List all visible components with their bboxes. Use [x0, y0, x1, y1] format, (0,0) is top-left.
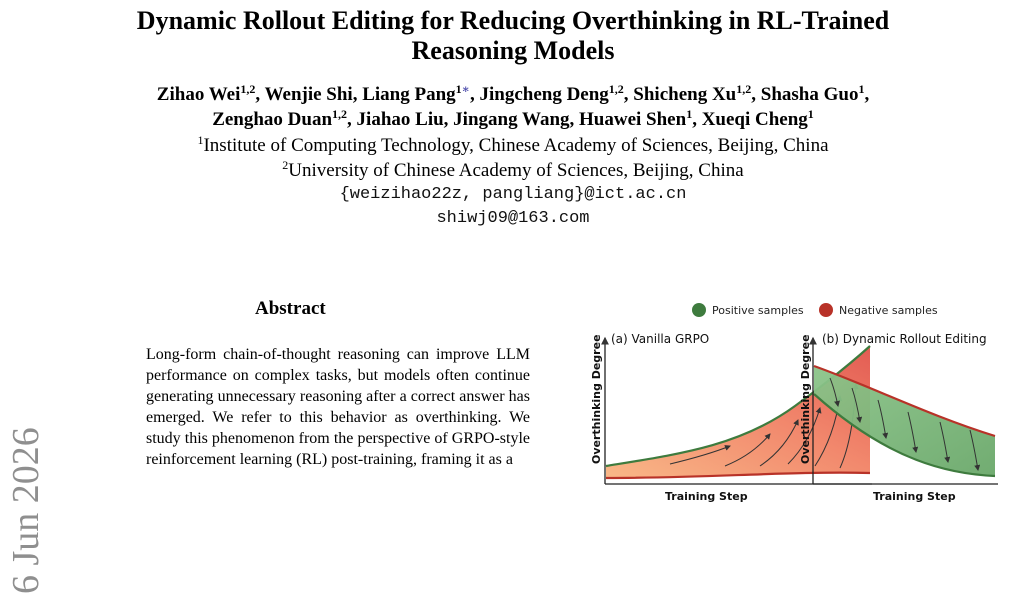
author-affiliation-marker: 1,2: [608, 82, 624, 96]
author-list-line2: Zenghao Duan1,2, Jiahao Liu, Jingang Wan…: [0, 108, 1026, 132]
author-name: Wenjie Shi: [264, 84, 353, 105]
panel-a-y-label: Overthinking Degree: [590, 334, 603, 464]
author-name: Jingang Wang: [453, 109, 570, 130]
panel-a-negative-curve: [605, 471, 871, 480]
affiliation-2: 2University of Chinese Academy of Scienc…: [0, 159, 1026, 183]
author-affiliation-marker: 1: [686, 107, 693, 121]
author-affiliation-marker: 1: [455, 82, 462, 96]
panel-b-positive-curve: [813, 393, 996, 478]
author-name: Jiahao Liu: [356, 109, 444, 130]
author-affiliation-marker: 1,2: [736, 82, 752, 96]
author-affiliation-marker: 1,2: [332, 107, 348, 121]
author-affiliation-marker: 1: [858, 82, 865, 96]
author-name: Zihao Wei: [156, 84, 241, 105]
author-separator: ,: [623, 84, 634, 105]
affiliation-2-text: University of Chinese Academy of Science…: [288, 160, 744, 181]
panel-a: (a) Vanilla GRPO Overthinking Degree Tra…: [590, 332, 872, 503]
author-separator: ,: [469, 84, 480, 105]
panel-b-fill: [814, 366, 995, 476]
author-name: Xueqi Cheng: [701, 109, 808, 130]
author-name: Jingcheng Deng: [479, 84, 609, 105]
author-separator: ,: [347, 109, 357, 130]
author-name: Shasha Guo: [760, 84, 859, 105]
email-line-2: shiwj09@163.com: [436, 209, 590, 228]
author-separator: ,: [864, 84, 870, 105]
legend-negative-swatch: [819, 303, 833, 317]
author-name: Liang Pang: [362, 84, 456, 105]
panel-a-fill: [606, 346, 870, 478]
author-name: Shicheng Xu: [633, 84, 737, 105]
author-separator: ,: [569, 109, 580, 130]
author-affiliation-marker: 1: [807, 107, 814, 121]
panel-b-title: (b) Dynamic Rollout Editing: [822, 332, 987, 346]
author-separator: ,: [255, 84, 265, 105]
legend-positive-swatch: [692, 303, 706, 317]
panel-a-title: (a) Vanilla GRPO: [611, 332, 709, 346]
abstract-text: Long-form chain-of-thought reasoning can…: [146, 346, 530, 468]
affiliation-1: 1Institute of Computing Technology, Chin…: [0, 134, 1026, 158]
panel-a-x-label: Training Step: [665, 490, 748, 503]
author-name: Zenghao Duan: [212, 109, 333, 130]
paper-title-line2: Reasoning Models: [411, 36, 615, 65]
panel-b-x-label: Training Step: [873, 490, 956, 503]
legend-positive-label: Positive samples: [712, 304, 804, 317]
author-separator: ,: [352, 84, 363, 105]
author-affiliation-marker: 1,2: [240, 82, 256, 96]
affiliation-2-marker: 2: [282, 158, 289, 172]
author-list-line1: Zihao Wei1,2, Wenjie Shi, Liang Pang1∗, …: [0, 83, 1026, 107]
email-line-1: {weizihao22z, pangliang}@ict.ac.cn: [339, 185, 687, 204]
abstract-heading: Abstract: [255, 298, 326, 319]
panel-b-y-label: Overthinking Degree: [799, 334, 812, 464]
overthinking-figure: Positive samples Negative samples (a) Va…: [590, 296, 1002, 519]
figure-svg: Positive samples Negative samples (a) Va…: [590, 303, 998, 503]
panel-b: (b) Dynamic Rollout Editing Overthinking…: [799, 332, 998, 503]
affiliation-1-text: Institute of Computing Technology, Chine…: [203, 135, 829, 156]
author-separator: ,: [443, 109, 454, 130]
panel-b-negative-curve: [813, 364, 996, 438]
legend-negative-label: Negative samples: [839, 304, 938, 317]
author-name: Huawei Shen: [579, 109, 687, 130]
author-separator: ,: [692, 109, 702, 130]
arxiv-date-stamp: 6 Jun 2026: [5, 427, 47, 594]
corresponding-author-marker: ∗: [461, 82, 470, 96]
author-separator: ,: [751, 84, 761, 105]
panel-a-positive-curve: [605, 345, 871, 468]
affiliation-1-marker: 1: [197, 133, 204, 147]
paper-title-line1: Dynamic Rollout Editing for Reducing Ove…: [136, 6, 890, 35]
panel-b-arrows: [829, 377, 981, 471]
